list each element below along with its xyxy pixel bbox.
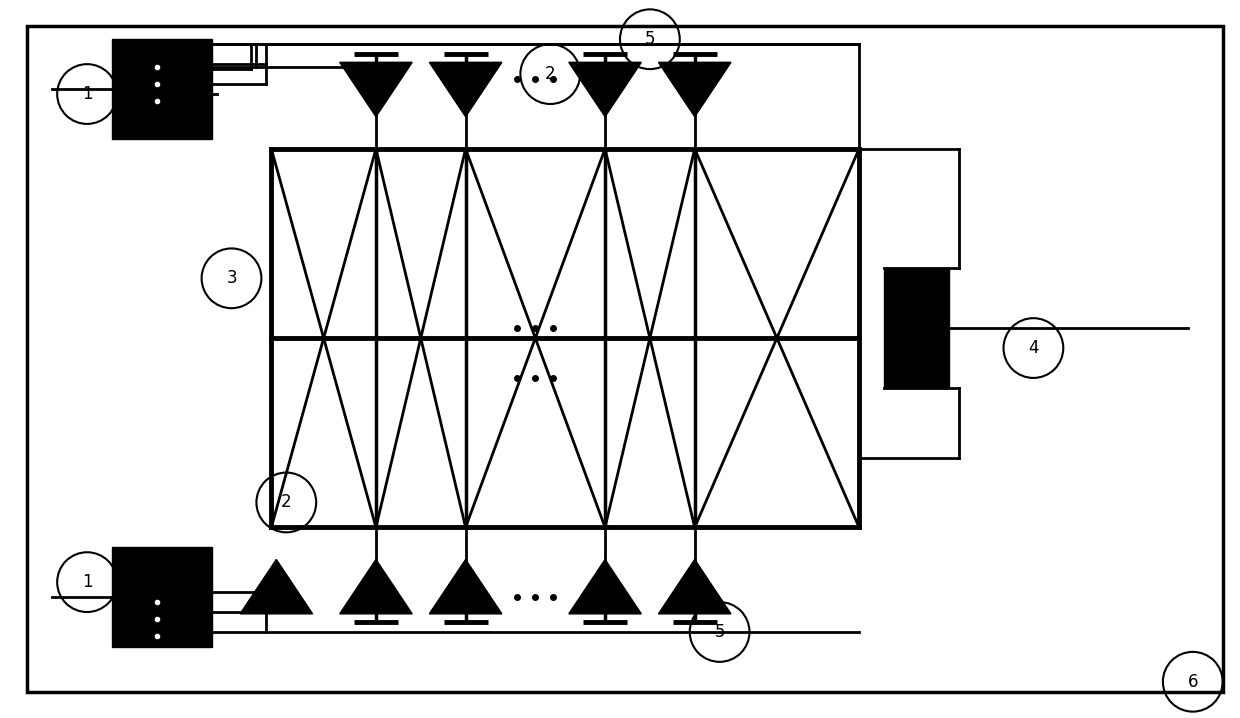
Text: 4: 4 bbox=[1028, 339, 1039, 357]
Polygon shape bbox=[241, 559, 312, 614]
Polygon shape bbox=[429, 62, 502, 117]
Text: 6: 6 bbox=[1188, 673, 1198, 691]
Polygon shape bbox=[429, 559, 502, 614]
Text: 1: 1 bbox=[82, 85, 93, 103]
Bar bbox=[884, 269, 949, 388]
Polygon shape bbox=[569, 559, 641, 614]
Text: 5: 5 bbox=[714, 623, 725, 641]
Bar bbox=[112, 39, 212, 139]
Polygon shape bbox=[340, 62, 412, 117]
Text: 1: 1 bbox=[82, 573, 93, 591]
Text: 5: 5 bbox=[645, 30, 655, 48]
Polygon shape bbox=[658, 62, 730, 117]
Text: 3: 3 bbox=[226, 269, 237, 287]
Polygon shape bbox=[658, 559, 730, 614]
Text: 2: 2 bbox=[544, 65, 556, 83]
Bar bbox=[112, 547, 212, 647]
Polygon shape bbox=[340, 559, 412, 614]
Text: 2: 2 bbox=[281, 493, 291, 511]
Polygon shape bbox=[569, 62, 641, 117]
